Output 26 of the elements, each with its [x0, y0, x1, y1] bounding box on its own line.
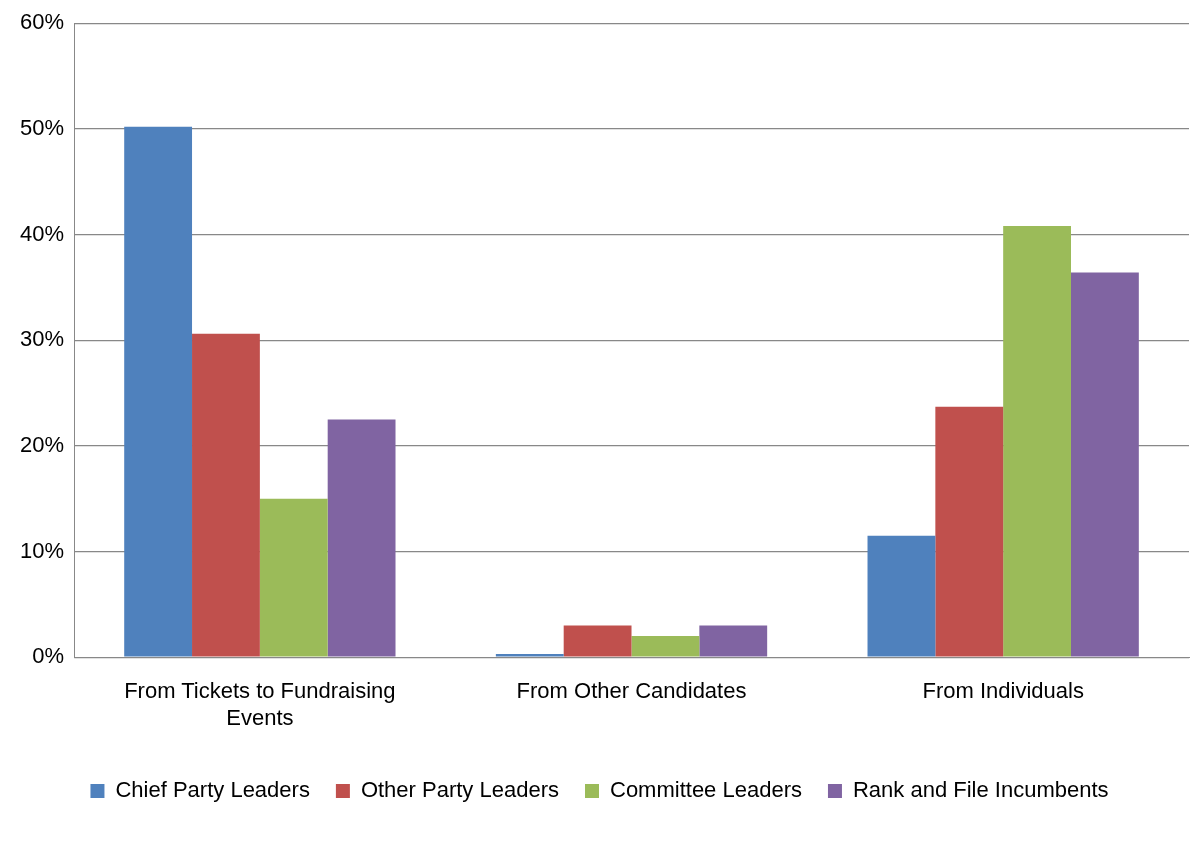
bar — [563, 625, 632, 657]
bar — [1071, 272, 1139, 657]
legend-label: Other Party Leaders — [360, 777, 559, 803]
y-tick-label: 40% — [19, 220, 65, 246]
bar — [495, 654, 564, 657]
x-tick-label: From Other Candidates — [516, 678, 747, 704]
y-tick-label: 0% — [32, 643, 65, 669]
bar — [631, 636, 700, 657]
y-tick-label: 10% — [19, 537, 65, 563]
bar — [192, 333, 260, 657]
bar — [699, 625, 768, 657]
y-tick-label: 30% — [19, 326, 65, 352]
y-tick-label: 60% — [19, 9, 65, 35]
bar — [1003, 226, 1071, 657]
x-tick-label: From Individuals — [922, 678, 1084, 704]
legend-label: Chief Party Leaders — [115, 777, 310, 803]
y-tick-label: 50% — [19, 114, 65, 140]
legend-label: Committee Leaders — [609, 777, 802, 803]
legend-label: Rank and File Incumbents — [852, 777, 1109, 803]
bar — [867, 535, 936, 657]
bar — [259, 498, 328, 657]
bar — [935, 406, 1004, 657]
bar — [124, 126, 193, 657]
x-tick-label: From Tickets to Fundraising Events — [124, 678, 396, 730]
y-tick-label: 20% — [19, 431, 65, 457]
bar — [327, 419, 396, 657]
